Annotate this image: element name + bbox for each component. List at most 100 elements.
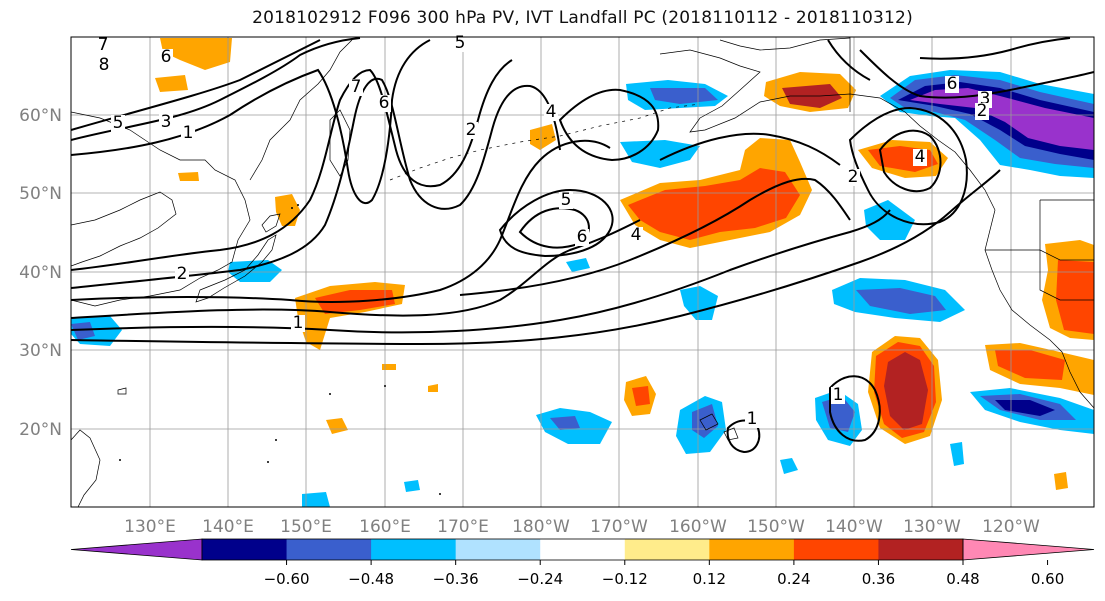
lon-tick-label: 140°W [825, 517, 883, 537]
latitude-ticks: 60°N 50°N 40°N 30°N 20°N [19, 106, 62, 440]
shade-lightblue [950, 442, 964, 466]
map-frame [70, 36, 1095, 508]
contour-label-bg [453, 35, 467, 52]
contour-label-bg [96, 37, 110, 54]
contour-label-bg [831, 387, 845, 404]
lon-tick-label: 150°E [280, 517, 332, 537]
colorbar: −0.60 −0.48 −0.36 −0.24 −0.12 0.12 0.24 0.36 0.4… [70, 538, 1095, 588]
lon-tick-label: 130°E [124, 517, 176, 537]
colorbar-tick-label: −0.48 [348, 570, 394, 588]
contour-label: 3 [980, 89, 991, 109]
shade-lightblue [228, 260, 282, 282]
lon-tick-label: 120°W [982, 517, 1040, 537]
colorbar-tick-label: −0.12 [602, 570, 648, 588]
lon-tick-label: 130°W [903, 517, 961, 537]
lat-tick-label: 60°N [19, 106, 62, 126]
contour-label-bg [377, 95, 391, 112]
lon-tick-label: 140°E [202, 517, 254, 537]
contour-label-bg [464, 122, 478, 139]
contour-label: 2 [177, 264, 188, 284]
colorbar-tick-label: 0.36 [862, 570, 895, 588]
shade-navy [995, 400, 1055, 416]
contour-label: 8 [99, 55, 110, 75]
shade-red [632, 386, 650, 406]
shade-orange [428, 384, 438, 392]
contour-label-bg [111, 115, 125, 132]
shade-orange [160, 38, 232, 70]
lon-tick-label: 170°W [590, 517, 648, 537]
contour-label: 5 [561, 190, 572, 210]
lat-tick-label: 20°N [19, 420, 62, 440]
colorbar-tick-label: 0.12 [693, 570, 726, 588]
lon-tick-label: 160°E [359, 517, 411, 537]
contour-label: 7 [351, 77, 362, 97]
lat-tick-label: 30°N [19, 341, 62, 361]
contour-label: 7 [98, 35, 109, 55]
colorbar-segment [540, 539, 626, 560]
colorbar-segment [709, 539, 795, 560]
contour-label: 6 [947, 74, 958, 94]
colorbar-tick-label: −0.24 [517, 570, 563, 588]
contour-label: 1 [833, 385, 844, 405]
contour-label-bg [559, 192, 573, 209]
colorbar-segment [624, 539, 710, 560]
contour-label: 6 [379, 93, 390, 113]
colorbar-extend-low [70, 538, 203, 561]
figure-title: 2018102912 F096 300 hPa PV, IVT Landfall… [252, 8, 913, 28]
shade-orange [155, 75, 188, 92]
contour-label-bg [575, 229, 589, 246]
shade-blue [692, 404, 718, 438]
colorbar-segment [371, 539, 457, 560]
contour-label: 5 [455, 33, 466, 53]
pv-contours [71, 37, 1094, 454]
contour-label-bg [291, 315, 305, 332]
lat-tick-label: 40°N [19, 263, 62, 283]
colorbar-tick-label: 0.60 [1031, 570, 1064, 588]
colorbar-segment [286, 539, 372, 560]
longitude-ticks: 130°E 140°E 150°E 160°E 170°E 180°W 170°W 160°W… [124, 517, 1040, 537]
shade-purple [910, 88, 1094, 150]
contour-label: 4 [631, 225, 642, 245]
colorbar-segment [202, 539, 288, 560]
contour-label: 4 [915, 147, 926, 167]
lon-tick-label: 180°W [512, 517, 570, 537]
shade-orange [178, 172, 199, 181]
shade-red [1056, 260, 1094, 334]
ivt-shading [71, 38, 1094, 507]
shade-lightblue [864, 200, 915, 240]
contour-label: 6 [161, 47, 172, 67]
island-dots [119, 204, 441, 495]
shade-orange [530, 124, 556, 150]
shade-red [995, 350, 1065, 380]
colorbar-segment [455, 539, 541, 560]
shade-lightblue [780, 458, 798, 474]
coastlines [71, 37, 1094, 507]
contour-label: 6 [577, 227, 588, 247]
shade-lightblue [404, 480, 420, 492]
contour-label-bg [975, 103, 989, 120]
shade-orange [326, 418, 348, 434]
contour-label-bg [629, 227, 643, 244]
contour-label-bg [745, 411, 759, 428]
lon-tick-label: 160°W [669, 517, 727, 537]
shade-blue [650, 88, 718, 104]
contour-label-bg [544, 104, 558, 121]
shade-blue [550, 416, 580, 430]
contour-label: 5 [113, 113, 124, 133]
contour-label: 2 [977, 101, 988, 121]
shade-darkred [884, 352, 928, 430]
shade-red [628, 168, 800, 240]
contour-label-bg [159, 114, 173, 131]
contour-label: 4 [546, 102, 557, 122]
contour-label: 1 [293, 313, 304, 333]
contour-label-bg [97, 57, 111, 74]
lon-tick-label: 170°E [437, 517, 489, 537]
shade-blue [71, 322, 95, 340]
colorbar-tick-label: −0.36 [433, 570, 479, 588]
colorbar-tick-label: −0.60 [264, 570, 310, 588]
contour-label: 1 [747, 409, 758, 429]
contour-label-bg [913, 149, 927, 166]
lat-tick-label: 50°N [19, 184, 62, 204]
